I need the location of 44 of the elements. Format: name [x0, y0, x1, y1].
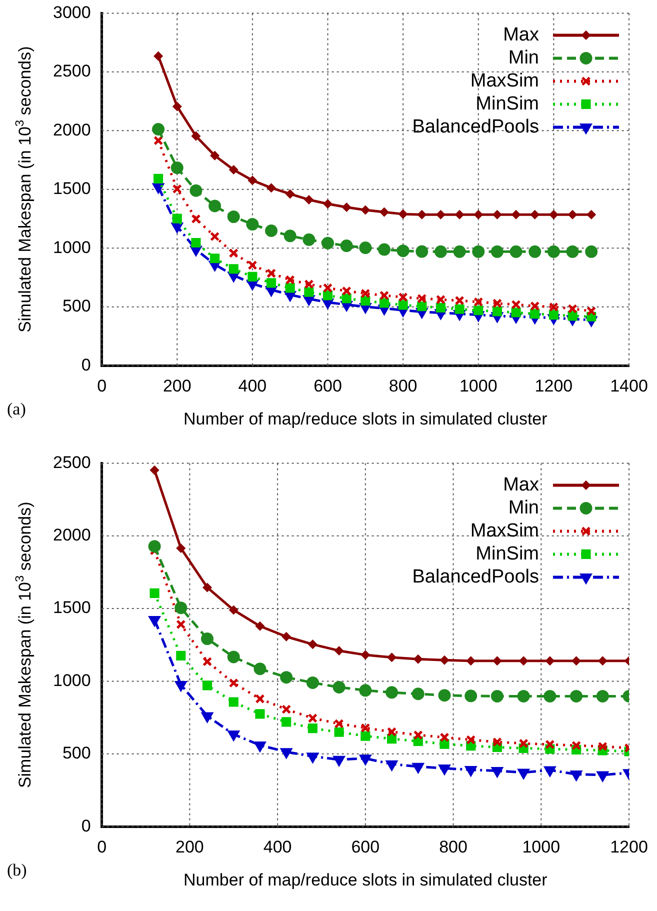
y-tick-label: 1500: [52, 179, 91, 198]
x-tick-label: 0: [97, 376, 107, 396]
text: (b): [7, 860, 27, 880]
y-tick-label: 500: [62, 296, 91, 316]
x-tick-label: 400: [263, 837, 292, 856]
y-tick-label: 1000: [52, 238, 91, 257]
y-axis-title: Simulated Makespan (in 103 seconds): [12, 46, 35, 333]
legend-label: MaxSim: [470, 520, 539, 542]
y-tick-label: 500: [62, 744, 91, 763]
legend-label: MinSim: [476, 543, 539, 564]
x-tick-label: 1000: [522, 837, 560, 856]
y-tick-label: 2500: [52, 62, 91, 81]
x-tick-label: 400: [238, 376, 267, 396]
x-tick-label: 200: [162, 376, 192, 396]
y-tick-label: 2000: [52, 526, 91, 545]
legend-label: Max: [503, 474, 540, 496]
y-tick-label: 2000: [52, 120, 91, 140]
x-tick-label: 1000: [459, 376, 498, 396]
x-tick-label: 1200: [534, 376, 573, 396]
x-tick-label: 0: [97, 837, 107, 856]
legend-label: Min: [508, 497, 539, 518]
y-axis-title: Simulated Makespan (in 103 seconds): [12, 502, 35, 788]
legend-label: BalancedPools: [412, 116, 539, 138]
x-tick-label: 200: [175, 837, 204, 856]
legend-label: MinSim: [476, 93, 539, 114]
x-tick-label: 800: [439, 837, 468, 856]
y-tick-label: 1000: [52, 670, 91, 690]
legend-label: BalancedPools: [412, 566, 539, 588]
x-tick-label: 800: [388, 376, 418, 396]
x-tick-label: 1400: [610, 376, 648, 396]
y-tick-label: 3000: [52, 2, 91, 22]
x-tick-label: 600: [314, 376, 342, 396]
x-tick-label: 600: [351, 837, 380, 856]
y-tick-label: 2500: [52, 452, 91, 472]
x-tick-label: 1200: [610, 837, 648, 856]
legend-label: Min: [508, 47, 539, 68]
y-tick-label: 0: [81, 816, 91, 836]
legend-label: MaxSim: [470, 70, 539, 92]
y-tick-label: 0: [81, 355, 91, 374]
legend-label: Max: [503, 24, 540, 46]
y-tick-label: 1500: [52, 598, 91, 618]
x-axis-title: Number of map/reduce slots in simulated cluster: [184, 870, 548, 890]
x-axis-title: Number of map/reduce slots in simulated cluster: [184, 410, 548, 429]
text: (a): [7, 399, 26, 418]
